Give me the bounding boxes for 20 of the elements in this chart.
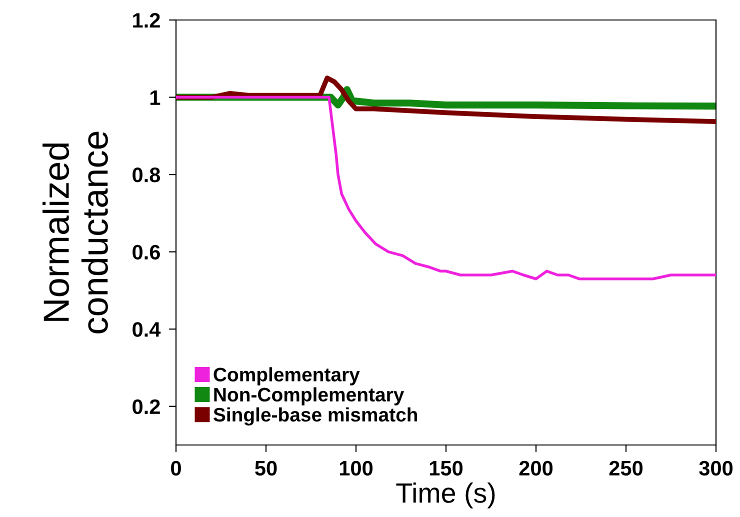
x-tick-label: 100 — [340, 460, 373, 476]
y-axis-title: Normalized conductance — [42, 132, 108, 334]
legend-label: Complementary — [214, 367, 360, 386]
y-tick-label: 1.2 — [133, 13, 160, 28]
x-tick-label: 250 — [609, 460, 643, 476]
x-axis-title: Time (s) — [396, 482, 495, 508]
y-tick-label: 1 — [150, 90, 160, 105]
x-tick-label: 300 — [699, 460, 733, 476]
legend-label: Non-Complementary — [214, 387, 404, 406]
legend-label: Single-base mismatch — [214, 407, 418, 426]
x-tick-label: 0 — [171, 460, 181, 476]
x-tick-label: 200 — [519, 460, 553, 476]
y-tick-label: 0.8 — [132, 168, 160, 182]
y-tick-label: 0.2 — [132, 399, 160, 414]
y-tick-label: 0.6 — [132, 244, 160, 260]
line-series — [176, 76, 716, 124]
x-tick-label: 50 — [255, 460, 277, 476]
line-series — [176, 96, 716, 280]
y-tick-label: 0.4 — [132, 322, 161, 337]
x-tick-label: 150 — [430, 460, 463, 476]
